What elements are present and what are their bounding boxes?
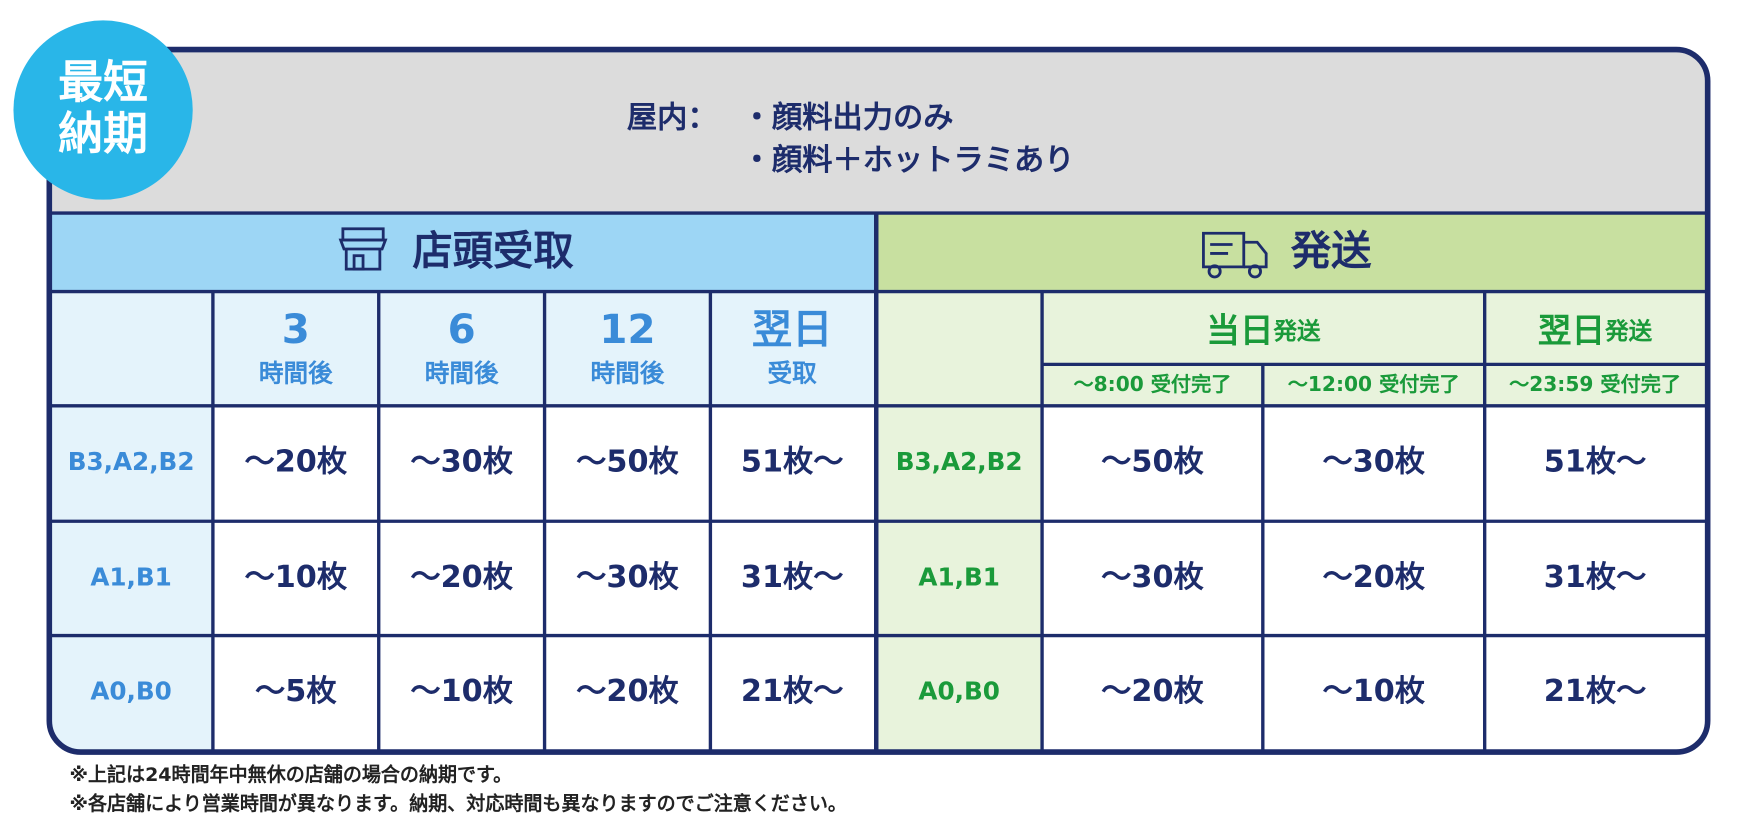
ship-header-bg [877, 213, 1708, 292]
store-size-bg [49, 405, 213, 753]
header-item: ・顔料＋ホットラミあり [742, 142, 1075, 178]
col-sub: 時間後 [259, 358, 333, 387]
group-sub: 〜12:00 受付完了 [1288, 372, 1460, 396]
cell: 〜30枚 [410, 444, 513, 479]
badge-text: 納期 [58, 107, 148, 160]
ship-col-bg [877, 291, 1708, 406]
badge [13, 20, 193, 200]
badge-text: 最短 [58, 55, 148, 108]
cell: 〜10枚 [410, 674, 513, 709]
group-suffix: 発送 [1604, 316, 1653, 344]
note: ※上記は24時間年中無休の店舗の場合の納期です。 [69, 763, 512, 786]
group-suffix: 発送 [1272, 316, 1321, 344]
header-item: ・顔料出力のみ [742, 99, 954, 135]
cell: 〜20枚 [1322, 560, 1425, 595]
cell: 〜50枚 [1101, 444, 1204, 479]
cell: 〜5枚 [255, 674, 337, 709]
cell: 〜20枚 [245, 444, 348, 479]
size-label: A1,B1 [918, 562, 1000, 591]
outer-border [46, 46, 1711, 755]
cell: 〜30枚 [1322, 444, 1425, 479]
table-body [49, 49, 1708, 753]
group-label: 当日 [1206, 310, 1273, 349]
cell: 〜50枚 [576, 444, 679, 479]
grid [49, 211, 1708, 754]
ship-size-bg [877, 405, 1043, 753]
store-header-bg [49, 213, 876, 292]
col-head: 12 [599, 306, 655, 353]
cell: 31枚〜 [741, 560, 844, 595]
col-sub: 受取 [768, 358, 818, 387]
group-head: 当日発送 [1206, 310, 1321, 349]
group-head: 翌日発送 [1538, 310, 1653, 349]
col-head: 翌日 [752, 306, 833, 353]
store-icon [338, 227, 388, 271]
cell: 〜20枚 [410, 560, 513, 595]
cell: 51枚〜 [741, 444, 844, 479]
col-sub: 時間後 [425, 358, 499, 387]
cell: 〜10枚 [1322, 674, 1425, 709]
cell: 〜10枚 [245, 560, 348, 595]
ship-title: 発送 [1291, 227, 1372, 274]
store-title: 店頭受取 [412, 227, 574, 274]
size-label: A0,B0 [90, 677, 172, 706]
col-head: 6 [448, 306, 476, 353]
group-sub: 〜8:00 受付完了 [1073, 372, 1231, 396]
cell: 21枚〜 [741, 674, 844, 709]
truck-icon [1202, 231, 1268, 279]
size-label: A0,B0 [918, 677, 1000, 706]
cell: 21枚〜 [1544, 674, 1647, 709]
note: ※各店舗により営業時間が異なります。納期、対応時間も異なりますのでご注意ください… [69, 792, 846, 815]
size-label: A1,B1 [90, 562, 172, 591]
cell: 51枚〜 [1544, 444, 1647, 479]
size-label: B3,A2,B2 [68, 447, 195, 476]
cell: 〜20枚 [576, 674, 679, 709]
cell: 〜30枚 [576, 560, 679, 595]
cell: 31枚〜 [1544, 560, 1647, 595]
col-sub: 時間後 [591, 358, 665, 387]
group-sub: 〜23:59 受付完了 [1509, 372, 1681, 396]
header-bg [49, 49, 1708, 214]
cell: 〜30枚 [1101, 560, 1204, 595]
store-col-bg [49, 291, 876, 406]
group-label: 翌日 [1538, 310, 1605, 349]
col-head: 3 [282, 306, 310, 353]
header-label: 屋内： [627, 100, 718, 135]
size-label: B3,A2,B2 [896, 447, 1023, 476]
cell: 〜20枚 [1101, 674, 1204, 709]
